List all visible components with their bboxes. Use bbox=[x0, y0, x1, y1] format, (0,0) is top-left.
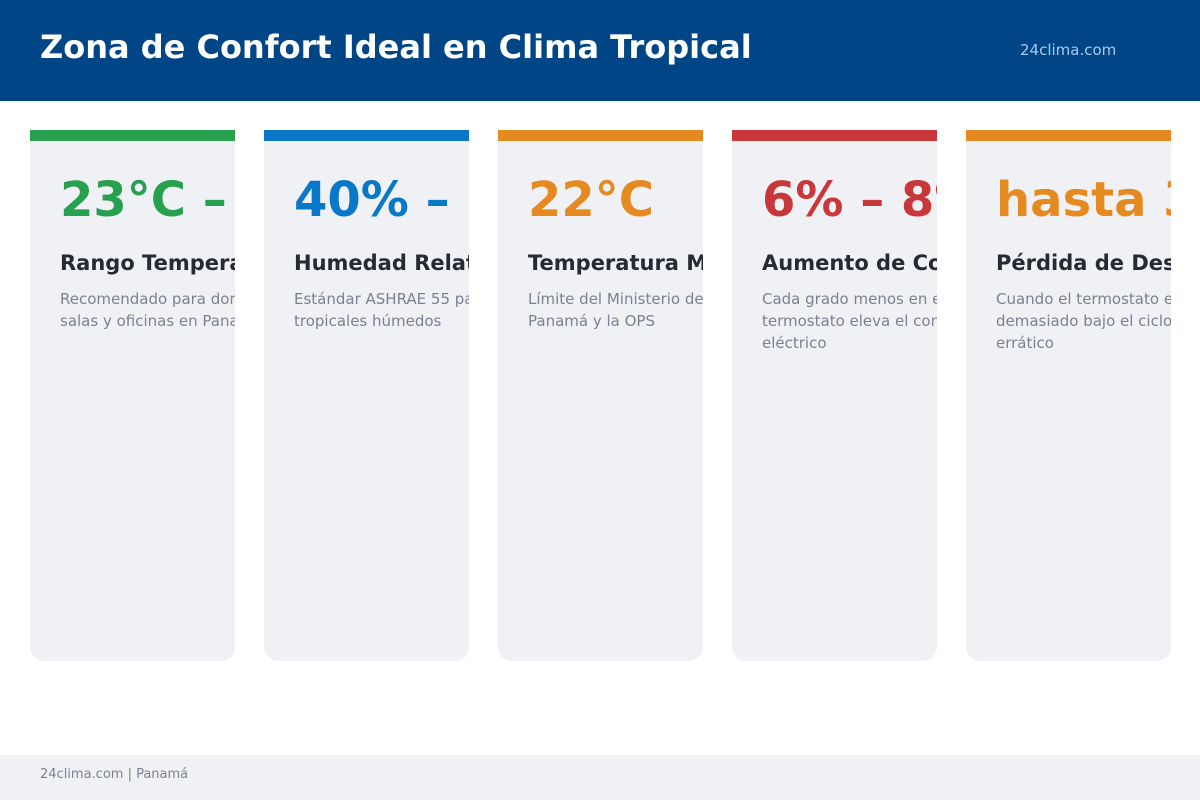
card-value: 22°C bbox=[528, 172, 655, 228]
card-description: Cuando el termostato está demasiado bajo… bbox=[996, 290, 1171, 352]
card-consumption-increase: 6% – 8% Aumento de Consumo Cada grado me… bbox=[732, 130, 937, 661]
page-title: Zona de Confort Ideal en Clima Tropical bbox=[40, 28, 752, 66]
card-description: Cada grado menos en el termostato eleva … bbox=[762, 290, 937, 352]
card-description: Recomendado para dormitorios, salas y of… bbox=[60, 290, 235, 330]
card-title: Rango Temperatura bbox=[60, 251, 235, 275]
footer: 24clima.com | Panamá bbox=[0, 755, 1200, 800]
card-title: Temperatura Mínima bbox=[528, 251, 703, 275]
card-dehumidification-loss: hasta 30% Pérdida de Deshumidificación C… bbox=[966, 130, 1171, 661]
card-accent-bar bbox=[498, 130, 703, 141]
card-accent-bar bbox=[30, 130, 235, 141]
header-banner: Zona de Confort Ideal en Clima Tropical … bbox=[0, 0, 1200, 101]
footer-text: 24clima.com | Panamá bbox=[40, 767, 189, 782]
card-value: 6% – 8% bbox=[762, 172, 937, 228]
card-relative-humidity: 40% – 60% Humedad Relativa Estándar ASHR… bbox=[264, 130, 469, 661]
card-title: Aumento de Consumo bbox=[762, 251, 937, 275]
site-name: 24clima.com bbox=[1020, 41, 1117, 59]
card-temperature-range: 23°C – 26°C Rango Temperatura Recomendad… bbox=[30, 130, 235, 661]
card-description: Límite del Ministerio de Salud de Panamá… bbox=[528, 290, 703, 330]
card-value: 23°C – 26°C bbox=[60, 172, 235, 228]
card-description: Estándar ASHRAE 55 para climas tropicale… bbox=[294, 290, 469, 330]
card-accent-bar bbox=[966, 130, 1171, 141]
card-accent-bar bbox=[732, 130, 937, 141]
card-minimum-temperature: 22°C Temperatura Mínima Límite del Minis… bbox=[498, 130, 703, 661]
card-title: Pérdida de Deshumidificación bbox=[996, 251, 1171, 275]
card-value: 40% – 60% bbox=[294, 172, 469, 228]
card-title: Humedad Relativa bbox=[294, 251, 469, 275]
card-value: hasta 30% bbox=[996, 172, 1171, 228]
card-accent-bar bbox=[264, 130, 469, 141]
